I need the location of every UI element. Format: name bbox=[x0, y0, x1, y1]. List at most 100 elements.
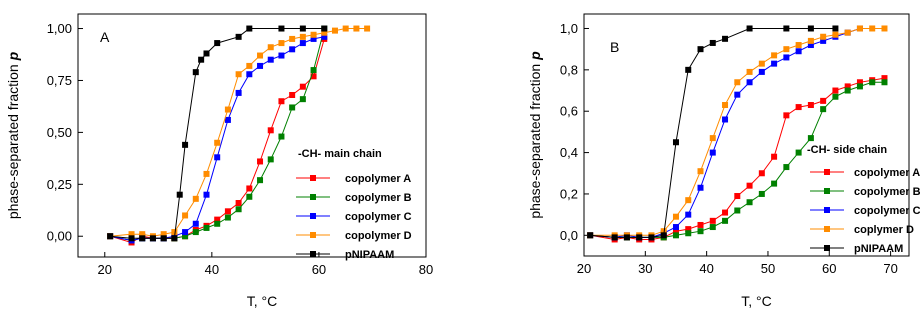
chart-a-data-point bbox=[224, 106, 231, 113]
chart-b-series-line-0 bbox=[590, 77, 885, 241]
chart-b-data-point bbox=[672, 139, 679, 146]
chart-b-legend-label: copolymer C bbox=[854, 205, 920, 217]
chart-b-legend-label: pNIPAAM bbox=[854, 243, 903, 255]
chart-b-data-point bbox=[771, 153, 778, 160]
chart-b-y-tick-label: 0,8 bbox=[560, 62, 578, 77]
chart-a-data-point bbox=[235, 200, 242, 206]
chart-a-data-point bbox=[246, 62, 253, 69]
chart-b-data-point bbox=[623, 234, 630, 241]
chart-b-data-point bbox=[795, 48, 802, 55]
chart-a-data-point bbox=[235, 33, 242, 40]
chart-b-data-point bbox=[820, 37, 827, 44]
chart-b-data-point bbox=[832, 25, 839, 32]
chart-a-series-line-1 bbox=[110, 28, 325, 241]
chart-b-data-point bbox=[881, 75, 888, 82]
chart-a-data-point bbox=[128, 235, 135, 242]
chart-a-data-point bbox=[149, 235, 156, 242]
chart-a-legend-swatch-marker bbox=[310, 175, 316, 181]
chart-a-data-point bbox=[182, 233, 189, 240]
chart-a-data-point bbox=[203, 50, 210, 57]
chart-a-legend-label: copolymer C bbox=[345, 211, 412, 223]
chart-b-series-line-3 bbox=[590, 28, 885, 236]
chart-a-data-point bbox=[171, 235, 178, 242]
chart-a-data-point bbox=[160, 231, 167, 238]
chart-b-data-point bbox=[672, 232, 679, 239]
chart-a-data-point bbox=[139, 235, 146, 242]
chart-a-data-point bbox=[321, 29, 328, 36]
chart-b-data-point bbox=[722, 102, 729, 109]
chart-b-data-point bbox=[697, 221, 704, 228]
chart-a-data-point bbox=[289, 35, 296, 42]
chart-b-data-point bbox=[672, 228, 679, 235]
chart-a-data-point bbox=[278, 25, 285, 32]
chart-a-data-point bbox=[235, 71, 242, 78]
chart-a-data-point bbox=[182, 212, 189, 219]
chart-b-data-point bbox=[709, 217, 716, 224]
chart-a-data-point bbox=[107, 233, 114, 240]
chart-a-data-point bbox=[267, 44, 274, 51]
chart-a-data-point bbox=[257, 52, 264, 59]
chart-b-data-point bbox=[685, 197, 692, 204]
chart-a-legend-label: copolymer B bbox=[345, 192, 412, 204]
chart-a-data-point bbox=[192, 229, 199, 236]
chart-b-y-tick-label: 0,0 bbox=[560, 228, 578, 243]
chart-b-data-point bbox=[783, 46, 790, 53]
chart-a-y-tick-label: 0,75 bbox=[47, 73, 72, 88]
chart-b-legend-swatch-marker bbox=[824, 188, 830, 194]
chart-b-data-point bbox=[746, 182, 753, 189]
chart-b-data-point bbox=[758, 190, 765, 197]
chart-b-data-point bbox=[795, 42, 802, 49]
chart-a-legend-label: copolymer D bbox=[345, 230, 412, 242]
chart-a-series-group bbox=[107, 25, 371, 246]
chart-a-data-point bbox=[278, 52, 285, 59]
chart-a-data-point bbox=[299, 96, 306, 103]
chart-b-data-point bbox=[636, 234, 643, 241]
chart-b-data-point bbox=[869, 25, 876, 32]
chart-a-data-point bbox=[289, 104, 296, 111]
chart-a-data-point bbox=[128, 231, 135, 238]
chart-b-data-point bbox=[734, 91, 741, 98]
chart-a-legend-swatch-marker bbox=[310, 194, 316, 200]
chart-b-data-point bbox=[771, 60, 778, 67]
chart-a-data-point bbox=[203, 170, 210, 177]
chart-a-data-point bbox=[246, 185, 253, 192]
chart-a-data-point bbox=[267, 156, 274, 163]
chart-b-data-point bbox=[844, 87, 851, 94]
chart-b-data-point bbox=[722, 35, 729, 42]
chart-a-data-point bbox=[267, 127, 274, 134]
chart-b-series-line-4 bbox=[590, 28, 836, 238]
chart-b-legend-label: coplymer D bbox=[854, 224, 914, 236]
chart-b-data-point bbox=[807, 25, 814, 32]
chart-a-data-point bbox=[176, 191, 183, 198]
chart-a-x-tick-label: 20 bbox=[98, 262, 112, 277]
chart-b-legend-swatch-marker bbox=[824, 226, 830, 232]
chart-b-data-point bbox=[783, 164, 790, 171]
chart-a-legend-label: copolymer A bbox=[345, 173, 411, 185]
chart-b-data-point bbox=[746, 25, 753, 32]
chart-a-y-tick-label: 1,00 bbox=[47, 21, 72, 36]
chart-a-data-point bbox=[214, 154, 221, 161]
chart-a-y-tick-label: 0,25 bbox=[47, 177, 72, 192]
chart-b-legend-title: -CH- side chain bbox=[807, 144, 887, 156]
chart-b-data-point bbox=[820, 97, 827, 104]
chart-a-data-point bbox=[224, 214, 231, 221]
chart-b-data-point bbox=[795, 149, 802, 156]
chart-a-data-point bbox=[192, 220, 199, 227]
chart-b-data-point bbox=[783, 112, 790, 119]
chart-a-data-point bbox=[342, 25, 349, 32]
chart-a-panel-label: A bbox=[100, 29, 110, 45]
chart-b-x-tick-label: 60 bbox=[822, 261, 836, 276]
chart-b-data-point bbox=[832, 87, 839, 94]
chart-a-legend-swatch-marker bbox=[310, 232, 316, 238]
chart-a-data-point bbox=[139, 231, 146, 238]
chart-b-data-point bbox=[734, 79, 741, 86]
chart-b-data-point bbox=[820, 33, 827, 40]
chart-b-data-point bbox=[709, 39, 716, 46]
chart-a-data-point bbox=[246, 193, 253, 200]
chart-b-data-point bbox=[660, 232, 667, 239]
chart-b-data-point bbox=[758, 170, 765, 177]
chart-b-series-line-2 bbox=[590, 28, 861, 238]
chart-a-data-point bbox=[353, 25, 360, 32]
chart-b-data-point bbox=[660, 228, 667, 235]
